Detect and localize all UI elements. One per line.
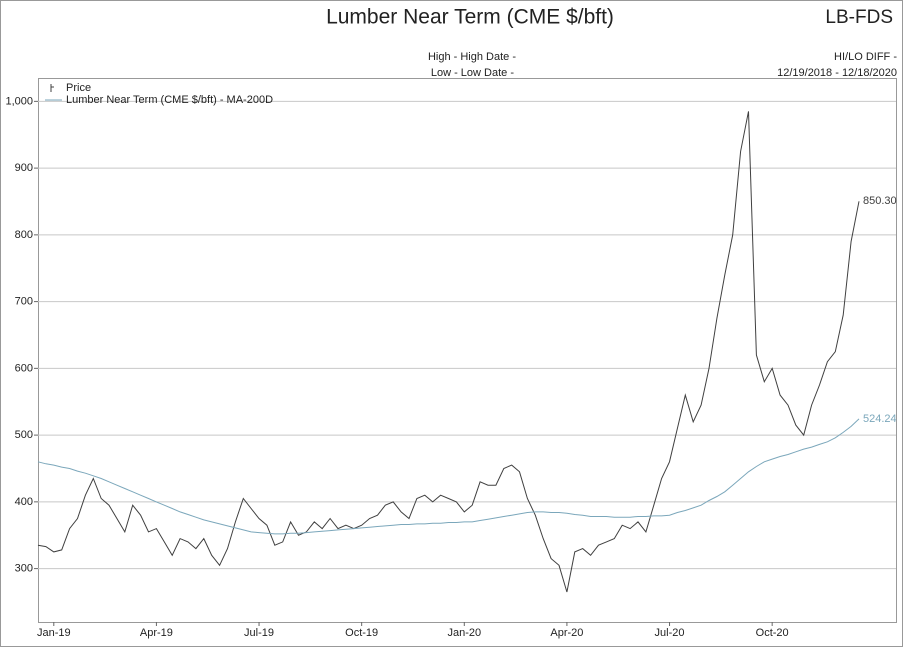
x-tick-label: Oct-20 bbox=[756, 627, 789, 639]
series-line bbox=[37, 418, 860, 535]
y-tick-label: 900 bbox=[15, 162, 33, 174]
y-tick-label: 600 bbox=[15, 362, 33, 374]
header-diff: HI/LO DIFF - bbox=[834, 51, 897, 63]
chart-title: Lumber Near Term (CME $/bft) bbox=[326, 6, 614, 29]
y-tick-label: 800 bbox=[15, 229, 33, 241]
header-low: Low - Low Date - bbox=[431, 67, 514, 79]
value-label: 850.30 bbox=[863, 195, 897, 207]
series-line bbox=[37, 111, 860, 593]
y-tick-label: 400 bbox=[15, 496, 33, 508]
x-tick-label: Apr-20 bbox=[550, 627, 583, 639]
y-tick-label: 700 bbox=[15, 296, 33, 308]
ticker-code: LB-FDS bbox=[825, 7, 893, 28]
y-tick-label: 500 bbox=[15, 429, 33, 441]
x-tick-label: Jan-19 bbox=[37, 627, 71, 639]
header-high: High - High Date - bbox=[428, 51, 516, 63]
x-tick-label: Jul-19 bbox=[244, 627, 274, 639]
value-label: 524.24 bbox=[863, 413, 897, 425]
header-dates: 12/19/2018 - 12/18/2020 bbox=[777, 67, 897, 79]
plot-frame bbox=[38, 78, 897, 623]
y-tick-label: 1,000 bbox=[5, 95, 33, 107]
x-tick-label: Jan-20 bbox=[447, 627, 481, 639]
legend-label: Price bbox=[66, 82, 91, 94]
x-tick-label: Jul-20 bbox=[655, 627, 685, 639]
x-tick-label: Apr-19 bbox=[140, 627, 173, 639]
y-tick-label: 300 bbox=[15, 563, 33, 575]
x-tick-label: Oct-19 bbox=[345, 627, 378, 639]
legend-label: Lumber Near Term (CME $/bft) - MA-200D bbox=[66, 94, 273, 106]
